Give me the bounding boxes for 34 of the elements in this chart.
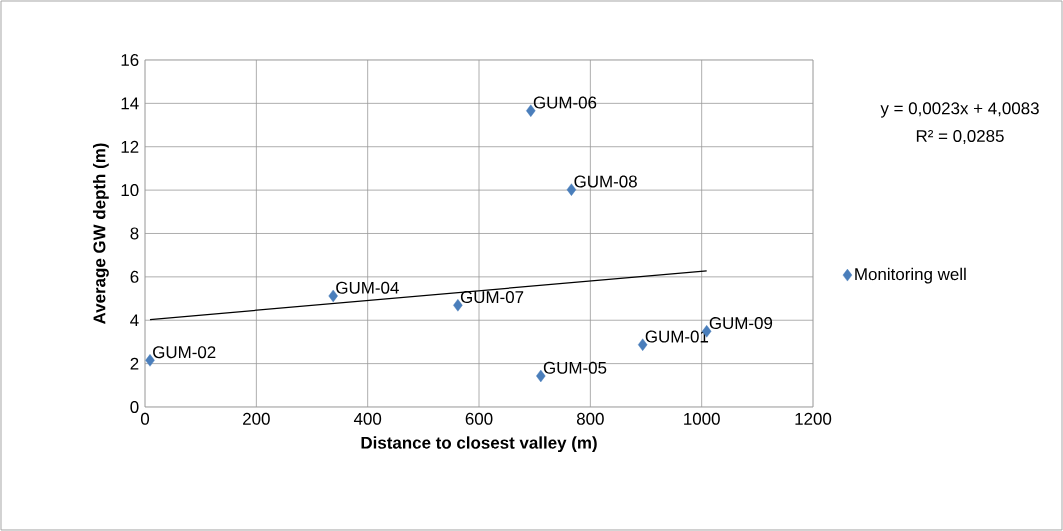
x-tick-label: 800 — [576, 412, 604, 425]
x-axis-title: Distance to closest valley (m) — [361, 436, 597, 453]
y-tick-label: 0 — [130, 400, 139, 413]
annotation: GUM-02 — [153, 346, 216, 359]
point — [145, 354, 155, 367]
y-axis-title: Average GW depth (m) — [92, 143, 109, 325]
y-tick-label: 6 — [130, 270, 139, 283]
annotation: GUM-08 — [574, 175, 637, 188]
x-tick-label: 200 — [243, 412, 270, 425]
point — [536, 369, 546, 383]
y-tick-label: 4 — [130, 314, 139, 327]
annotation: GUM-07 — [460, 291, 524, 304]
x-tick-label: 600 — [465, 412, 493, 425]
y-tick-label: 14 — [121, 97, 139, 110]
legend-label: Monitoring well — [855, 267, 966, 284]
x-tick-label: 1000 — [684, 412, 720, 425]
y-tick-label: 2 — [130, 357, 139, 370]
annotation: GUM-05 — [543, 361, 607, 374]
annotation: GUM-06 — [533, 96, 597, 109]
x-tick-label: 0 — [140, 412, 150, 425]
y-tick-label: 12 — [121, 140, 139, 153]
text: R² = 0,0285 — [916, 129, 1004, 144]
text: y = 0,0023x + 4,0083 — [880, 102, 1039, 118]
point — [328, 289, 338, 303]
annotation: GUM-01 — [645, 330, 709, 343]
x-tick-label: 400 — [353, 412, 382, 425]
annotation: GUM-04 — [336, 281, 399, 294]
annotation: GUM-09 — [709, 317, 773, 330]
x-tick-label: 1200 — [795, 412, 832, 425]
point — [526, 104, 536, 117]
y-tick-label: 8 — [130, 227, 139, 240]
y-tick-label: 10 — [121, 184, 139, 197]
y-tick-label: 16 — [121, 53, 139, 66]
point — [453, 299, 463, 312]
